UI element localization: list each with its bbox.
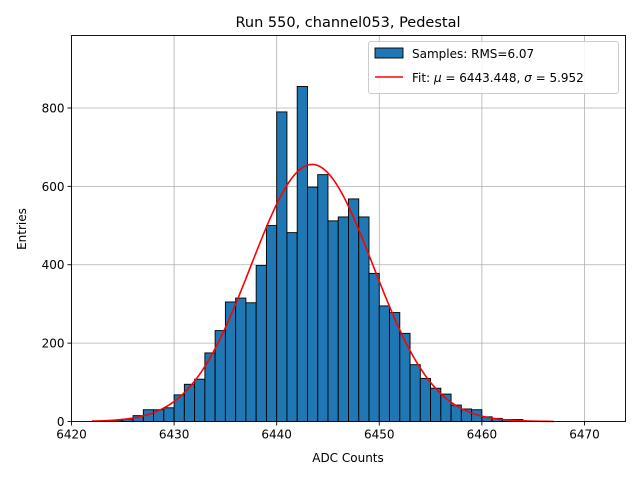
y-axis-ticks: 0 200 400 600 800 bbox=[42, 101, 72, 429]
histogram-bar-22 bbox=[327, 220, 339, 422]
sigma-symbol: σ bbox=[524, 71, 532, 85]
histogram-bar-8 bbox=[183, 383, 196, 422]
histogram-bar-9 bbox=[194, 378, 206, 422]
sigma-value: = 5.952 bbox=[532, 71, 584, 85]
x-axis-label: ADC Counts bbox=[312, 451, 384, 465]
histogram-bar-30 bbox=[409, 364, 421, 422]
histogram-bar-25 bbox=[358, 216, 370, 422]
fit-curve bbox=[92, 163, 554, 423]
histogram-bar-21 bbox=[317, 174, 329, 422]
mu-value: = 6443.448, bbox=[442, 71, 525, 85]
histogram-bar-7 bbox=[173, 394, 185, 422]
plot-frame bbox=[71, 35, 626, 422]
histogram-bars bbox=[101, 85, 524, 422]
fit-label-prefix: Fit: bbox=[412, 71, 434, 85]
histogram-bar-27 bbox=[378, 305, 390, 422]
histogram-bar-16 bbox=[265, 225, 278, 422]
histogram-bar-13 bbox=[235, 297, 247, 422]
chart-title: Run 550, channel053, Pedestal bbox=[235, 15, 460, 31]
x-axis-ticks: 6420 6430 6440 6450 6460 6470 bbox=[56, 421, 600, 442]
y-axis-label: Entries bbox=[15, 208, 29, 250]
legend: Samples: RMS=6.07 Fit: μ = 6443.448, σ =… bbox=[368, 41, 619, 94]
y-tick-label-4: 800 bbox=[42, 101, 65, 115]
histogram-bar-6 bbox=[163, 407, 175, 422]
histogram-bar-14 bbox=[245, 302, 257, 422]
histogram-bar-26 bbox=[368, 272, 380, 422]
histogram-bar-12 bbox=[224, 301, 237, 422]
histogram-bar-15 bbox=[255, 265, 267, 422]
x-tick-label-5: 6470 bbox=[569, 428, 600, 442]
y-tick-label-2: 400 bbox=[42, 258, 65, 272]
histogram-bar-23 bbox=[337, 216, 349, 422]
x-tick-label-2: 6440 bbox=[261, 428, 292, 442]
mu-symbol: μ bbox=[433, 71, 442, 85]
x-tick-label-0: 6420 bbox=[56, 428, 87, 442]
x-tick-label-1: 6430 bbox=[159, 428, 190, 442]
histogram-bar-17 bbox=[276, 111, 288, 422]
y-tick-label-1: 200 bbox=[42, 337, 65, 351]
histogram-bar-18 bbox=[286, 232, 298, 422]
histogram-bar-24 bbox=[348, 198, 360, 422]
x-tick-label-4: 6460 bbox=[467, 428, 498, 442]
x-tick-label-3: 6450 bbox=[364, 428, 395, 442]
y-tick-label-0: 0 bbox=[57, 415, 65, 429]
legend-label-histogram: Samples: RMS=6.07 bbox=[412, 47, 534, 61]
legend-label-fit: Fit: μ = 6443.448, σ = 5.952 bbox=[412, 71, 584, 85]
histogram-bar-19 bbox=[296, 85, 308, 422]
y-tick-label-3: 600 bbox=[42, 180, 65, 194]
legend-swatch-histogram bbox=[374, 47, 404, 59]
histogram-bar-20 bbox=[307, 186, 319, 422]
histogram-bar-28 bbox=[389, 312, 401, 422]
histogram-bar-31 bbox=[419, 377, 432, 422]
legend-box bbox=[368, 41, 619, 94]
